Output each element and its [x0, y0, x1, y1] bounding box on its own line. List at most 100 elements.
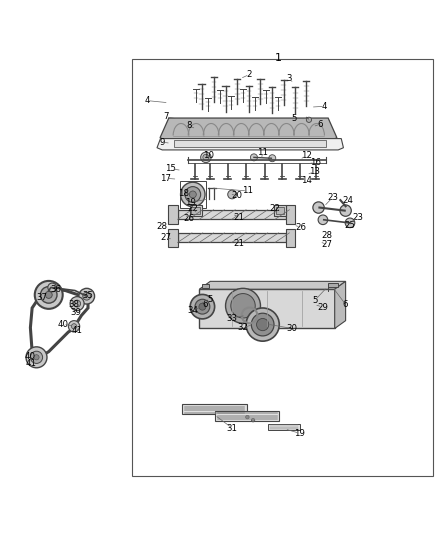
Text: 4: 4 [322, 102, 328, 111]
Text: 33: 33 [226, 313, 237, 322]
Circle shape [74, 300, 81, 307]
Bar [168, 229, 177, 247]
Text: 11: 11 [242, 187, 253, 196]
Circle shape [30, 351, 42, 364]
Text: 6: 6 [202, 300, 208, 309]
Text: 6: 6 [343, 300, 348, 309]
Text: 29: 29 [318, 303, 328, 312]
Circle shape [269, 155, 276, 161]
Circle shape [185, 187, 201, 203]
Text: 32: 32 [237, 323, 248, 332]
Circle shape [34, 354, 39, 360]
Text: 19: 19 [294, 429, 305, 438]
Text: 8: 8 [187, 122, 192, 131]
Text: 25: 25 [344, 221, 356, 230]
Text: 38: 38 [68, 300, 80, 309]
Circle shape [251, 418, 255, 422]
Polygon shape [160, 118, 337, 144]
Circle shape [40, 287, 57, 303]
Text: 27: 27 [322, 240, 333, 249]
Text: 28: 28 [157, 222, 168, 231]
Text: 13: 13 [309, 167, 320, 176]
Circle shape [180, 182, 205, 207]
Circle shape [313, 202, 324, 213]
Circle shape [306, 117, 311, 123]
Text: 26: 26 [184, 214, 195, 223]
Circle shape [70, 297, 84, 311]
Text: 23: 23 [327, 193, 338, 202]
Polygon shape [335, 281, 346, 328]
Polygon shape [174, 140, 326, 147]
Bar [132, 59, 433, 476]
Bar [286, 229, 295, 247]
Circle shape [201, 152, 211, 163]
Bar [180, 181, 206, 207]
Text: 22: 22 [269, 204, 280, 213]
Bar [268, 424, 300, 430]
Bar [274, 205, 286, 216]
Circle shape [68, 321, 80, 332]
Bar [191, 207, 200, 214]
Polygon shape [199, 281, 346, 289]
Circle shape [251, 154, 258, 161]
Circle shape [35, 281, 63, 309]
Circle shape [257, 318, 269, 330]
Text: 5: 5 [312, 296, 318, 305]
Text: 7: 7 [163, 112, 169, 121]
Text: 15: 15 [166, 164, 177, 173]
Text: 22: 22 [187, 204, 198, 213]
Text: 6: 6 [318, 120, 323, 128]
Circle shape [345, 218, 355, 228]
Bar [328, 282, 338, 287]
Circle shape [83, 292, 91, 300]
Circle shape [246, 308, 279, 341]
Text: 10: 10 [203, 151, 214, 160]
Circle shape [231, 294, 255, 318]
Text: 9: 9 [159, 138, 165, 147]
Circle shape [190, 294, 215, 319]
Text: 21: 21 [233, 213, 244, 222]
Circle shape [79, 288, 95, 304]
Text: 16: 16 [310, 158, 321, 167]
Bar [177, 233, 286, 243]
Bar [190, 205, 202, 216]
Text: 26: 26 [296, 223, 307, 232]
Text: 40: 40 [25, 351, 36, 360]
Bar [276, 207, 285, 214]
Polygon shape [157, 139, 343, 150]
Text: 5: 5 [291, 114, 297, 123]
Circle shape [71, 324, 77, 329]
Circle shape [199, 303, 206, 310]
Text: 30: 30 [287, 324, 298, 333]
Circle shape [251, 313, 274, 336]
Text: 11: 11 [257, 148, 268, 157]
Text: 41: 41 [26, 359, 37, 368]
Text: 34: 34 [187, 305, 198, 314]
Text: 40: 40 [58, 320, 69, 329]
Text: 37: 37 [37, 294, 48, 302]
Bar [215, 411, 279, 421]
Circle shape [340, 205, 351, 216]
Text: 27: 27 [160, 233, 171, 242]
Bar [201, 284, 209, 288]
Text: 31: 31 [226, 424, 237, 433]
Text: 23: 23 [352, 213, 364, 222]
Circle shape [203, 154, 209, 160]
Text: 28: 28 [322, 231, 333, 240]
Text: 19: 19 [185, 198, 196, 207]
Bar [182, 405, 247, 414]
Circle shape [228, 190, 237, 199]
Circle shape [195, 299, 210, 314]
Text: 36: 36 [50, 285, 61, 294]
Circle shape [226, 288, 261, 323]
Text: 17: 17 [160, 174, 171, 183]
Bar [286, 205, 295, 224]
Circle shape [189, 191, 196, 198]
Text: 12: 12 [301, 151, 312, 160]
Bar [199, 289, 335, 328]
Bar [177, 210, 286, 220]
Circle shape [26, 347, 47, 368]
Text: 41: 41 [71, 326, 83, 335]
Text: 4: 4 [144, 96, 150, 105]
Text: 39: 39 [71, 308, 81, 317]
